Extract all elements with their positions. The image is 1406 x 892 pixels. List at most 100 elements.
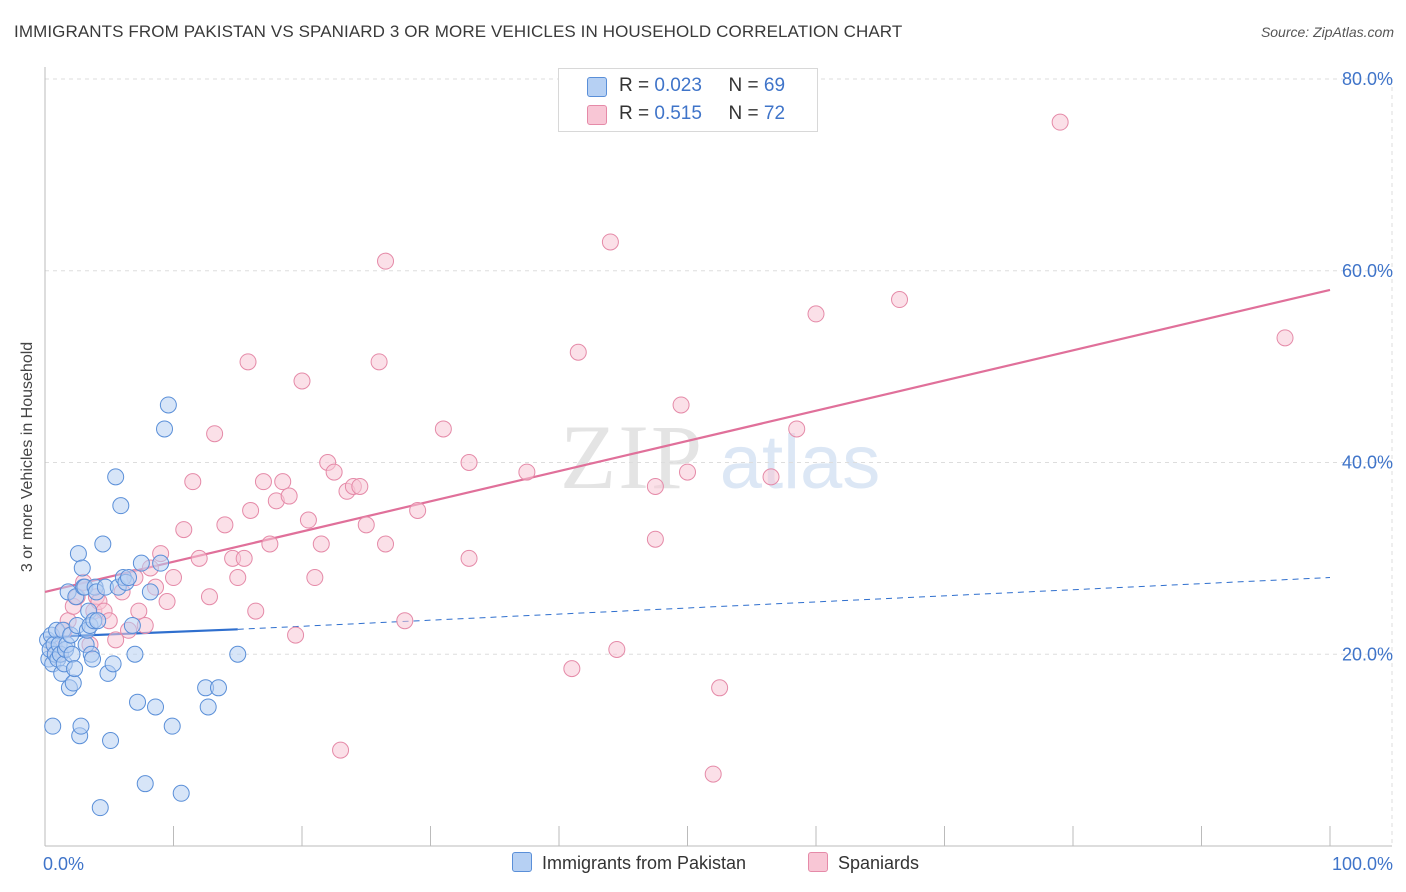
bottom-legend-spaniards: Spaniards [808,852,919,874]
data-point-spaniards [242,501,260,519]
data-point-spaniards [608,640,626,658]
data-point-spaniards [569,343,587,361]
data-point-pakistan [107,468,125,486]
data-point-pakistan [123,616,141,634]
data-point-spaniards [646,530,664,548]
data-point-pakistan [156,420,174,438]
data-point-spaniards [460,454,478,471]
data-point-spaniards [287,626,305,644]
chart-source: Source: ZipAtlas.com [1260,24,1394,40]
data-point-pakistan [120,569,138,587]
data-point-spaniards [396,612,414,630]
data-point-pakistan [199,698,217,716]
data-point-spaniards [351,477,369,495]
bottom-legend-swatch-spaniards [808,852,828,872]
data-point-pakistan [229,645,247,663]
data-point-spaniards [377,535,395,553]
legend-swatch-spaniard [587,105,607,125]
data-point-spaniards [357,516,375,534]
data-point-spaniards [891,291,909,309]
y-tick-label: 80.0% [1342,69,1393,89]
data-point-spaniards [434,420,452,438]
data-point-spaniards [130,602,148,620]
data-point-spaniards [184,473,202,491]
data-point-pakistan [209,679,227,697]
data-point-pakistan [64,674,82,692]
data-point-spaniards [704,765,722,783]
legend-r-pakistan: 0.023 [654,75,702,96]
axis-layer [44,67,1392,847]
data-point-spaniards [762,468,780,486]
data-point-spaniards [711,679,729,697]
data-point-spaniards [518,463,536,481]
data-point-pakistan [141,583,159,601]
data-point-pakistan [136,775,154,793]
data-point-spaniards [563,660,581,678]
data-point-spaniards [299,511,317,529]
data-point-pakistan [102,732,120,750]
data-point-spaniards [325,463,343,481]
data-point-pakistan [159,396,177,414]
data-point-pakistan [132,554,150,572]
legend-r-spaniard: 0.515 [654,103,702,124]
data-point-spaniards [158,593,176,611]
data-point-spaniards [175,521,193,539]
data-point-spaniards [306,569,324,587]
y-tick-label: 20.0% [1342,644,1393,664]
tick-label-layer: 20.0% 40.0% 60.0% 80.0% 0.0% 100.0% [43,69,1393,874]
data-point-pakistan [89,612,107,630]
data-point-pakistan [152,554,170,572]
data-point-spaniards [1276,329,1294,347]
data-point-pakistan [72,717,90,735]
chart-title: IMMIGRANTS FROM PAKISTAN VS SPANIARD 3 O… [14,22,903,41]
data-point-spaniards [229,569,247,587]
data-point-pakistan [63,645,81,663]
data-point-pakistan [126,645,144,663]
legend-n-label: N = [728,103,759,124]
legend-n-spaniard: 72 [763,103,786,124]
legend-r-label: R = [619,103,650,124]
legend-text-pakistan: R = 0.023 N = 69 [619,75,785,97]
data-point-spaniards [261,535,279,553]
data-point-pakistan [84,650,102,668]
data-point-spaniards [370,353,388,371]
data-point-spaniards [601,233,619,251]
data-point-spaniards [190,549,208,567]
data-point-spaniards [206,425,224,443]
bottom-legend-label-spaniards: Spaniards [838,853,920,873]
x-tick-label: 0.0% [43,854,84,874]
bottom-legend-pakistan: Immigrants from Pakistan [512,852,746,874]
data-point-spaniards [377,252,395,270]
data-point-spaniards [165,569,182,587]
trend-line-spaniards-solid [44,288,1331,594]
legend-text-spaniard: R = 0.515 N = 72 [619,103,785,125]
data-point-spaniards [672,396,690,414]
data-point-spaniards [280,487,298,505]
data-point-spaniards [332,741,350,759]
bottom-legend-label-pakistan: Immigrants from Pakistan [542,853,747,873]
data-point-spaniards [293,372,311,390]
data-point-pakistan [104,655,122,673]
data-point-pakistan [44,717,62,735]
data-point-pakistan [147,698,165,716]
x-tick-label: 100.0% [1332,854,1393,874]
data-point-pakistan [172,784,190,802]
data-point-spaniards [216,516,234,534]
data-point-spaniards [235,549,253,567]
data-point-spaniards [239,353,257,371]
legend-n-label: N = [728,75,759,96]
data-point-pakistan [112,497,130,515]
data-point-spaniards [274,473,292,491]
grid-layer [45,78,1393,846]
data-point-spaniards [646,477,664,495]
data-point-pakistan [94,535,112,553]
data-point-spaniards [679,463,696,481]
data-point-spaniards [200,588,218,606]
bottom-legend-swatch-pakistan [512,852,532,872]
legend-n-pakistan: 69 [763,75,786,96]
data-point-spaniards [788,420,806,438]
legend-swatch-pakistan [587,77,607,97]
data-point-pakistan [91,799,109,817]
data-point-spaniards [807,305,825,323]
